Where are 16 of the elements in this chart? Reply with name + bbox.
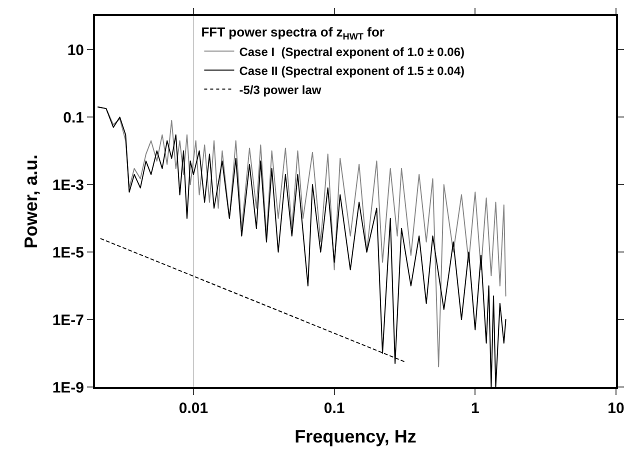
y-tick-label: 0.1	[63, 109, 84, 126]
x-tick-label: 0.1	[324, 400, 345, 417]
legend-label: Case I (Spectral exponent of 1.0 ± 0.06)	[239, 44, 465, 59]
x-tick-label: 1	[470, 400, 480, 417]
x-axis-title: Frequency, Hz	[294, 426, 416, 447]
legend-label: Case II (Spectral exponent of 1.5 ± 0.04)	[239, 64, 465, 78]
y-tick-label: 1E-7	[52, 312, 84, 329]
y-tick-label: 10	[67, 42, 84, 59]
legend-title: FFT power spectra of z$_{HWT}$ for	[201, 24, 384, 42]
y-tick-label: 1E-3	[52, 176, 84, 194]
y-tick-label: 1E-5	[52, 244, 84, 262]
legend-label: -5/3 power law	[239, 82, 322, 97]
x-tick-label: 10	[608, 400, 624, 417]
y-tick-label: 1E-9	[52, 379, 84, 396]
x-tick-label: 0.01	[178, 400, 208, 417]
y-axis-title: Power, a.u.	[21, 154, 42, 249]
